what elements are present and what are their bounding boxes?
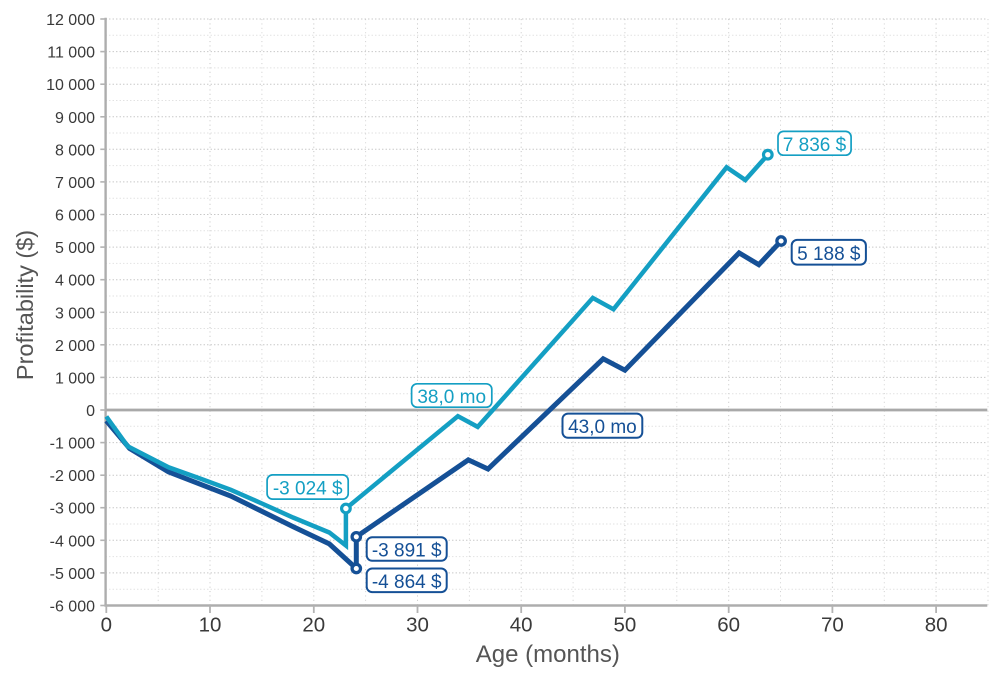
svg-text:-1 000: -1 000	[50, 436, 95, 453]
svg-text:40: 40	[510, 613, 533, 636]
svg-text:Profitability ($): Profitability ($)	[12, 230, 38, 380]
svg-text:-4 000: -4 000	[50, 533, 95, 550]
svg-text:-3 000: -3 000	[50, 501, 95, 518]
svg-text:70: 70	[821, 613, 844, 636]
svg-text:10: 10	[199, 613, 222, 636]
svg-text:9 000: 9 000	[55, 110, 95, 127]
svg-text:12 000: 12 000	[46, 12, 95, 29]
svg-text:4 000: 4 000	[55, 273, 95, 290]
svg-text:30: 30	[406, 613, 429, 636]
svg-text:50: 50	[613, 613, 636, 636]
svg-text:-4 864 $: -4 864 $	[372, 572, 442, 593]
svg-text:0: 0	[86, 403, 95, 420]
svg-text:0: 0	[101, 613, 112, 636]
svg-text:7 836 $: 7 836 $	[783, 135, 847, 156]
svg-text:-6 000: -6 000	[50, 599, 95, 616]
svg-text:11 000: 11 000	[47, 45, 95, 62]
svg-text:38,0 mo: 38,0 mo	[417, 387, 486, 408]
svg-text:-3 891 $: -3 891 $	[372, 541, 442, 562]
svg-text:Age (months): Age (months)	[476, 641, 620, 668]
svg-text:5 000: 5 000	[55, 240, 95, 257]
svg-text:7 000: 7 000	[55, 175, 95, 192]
svg-text:80: 80	[925, 613, 948, 636]
svg-text:5 188 $: 5 188 $	[797, 244, 861, 265]
svg-text:-2 000: -2 000	[50, 468, 95, 485]
svg-text:-5 000: -5 000	[50, 566, 95, 583]
svg-text:8 000: 8 000	[55, 142, 95, 159]
svg-text:20: 20	[302, 613, 325, 636]
svg-text:-3 024 $: -3 024 $	[273, 479, 343, 500]
svg-text:60: 60	[717, 613, 740, 636]
svg-text:3 000: 3 000	[55, 305, 95, 322]
svg-text:1 000: 1 000	[55, 370, 95, 387]
svg-text:2 000: 2 000	[55, 338, 95, 355]
svg-text:43,0 mo: 43,0 mo	[568, 417, 637, 438]
svg-text:6 000: 6 000	[55, 208, 95, 225]
svg-text:10 000: 10 000	[46, 77, 95, 94]
